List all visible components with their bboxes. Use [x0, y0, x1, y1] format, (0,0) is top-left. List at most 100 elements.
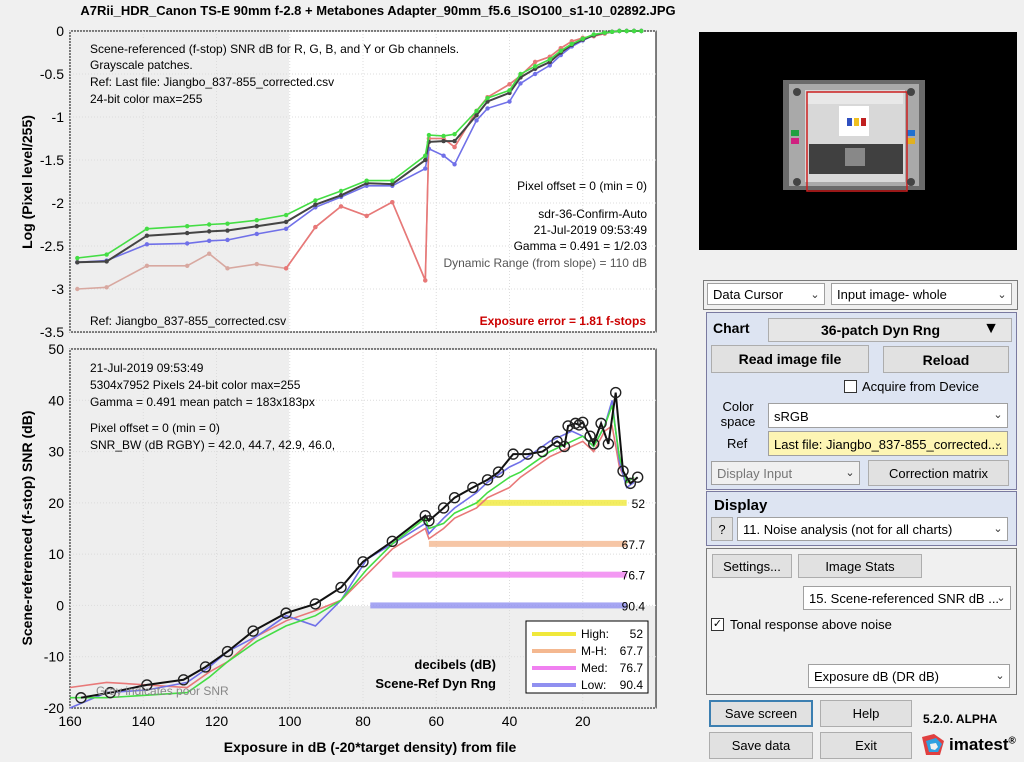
- plots-svg: 0-0.5-1-1.5-2-2.5-3-3.5 50403020100-10-2…: [19, 23, 657, 755]
- top-series-point: [518, 81, 523, 86]
- top-series-point: [609, 29, 615, 35]
- top-series-point: [283, 226, 289, 231]
- save-data-button[interactable]: Save data: [709, 732, 813, 759]
- top-series-point: [254, 231, 259, 237]
- ref-label: Ref: [727, 436, 748, 451]
- read-image-file-button[interactable]: Read image file: [711, 345, 869, 373]
- top-y-tick: -3: [52, 281, 65, 297]
- chevron-down-icon: ⌄: [845, 466, 855, 479]
- bottom-note-5: SNR_BW (dB RGBY) = 42.0, 44.7, 42.9, 46.…: [90, 438, 335, 452]
- bottom-x-tick: 60: [428, 713, 444, 729]
- chevron-down-icon: ⌄: [995, 669, 1005, 682]
- legend-value: 90.4: [620, 678, 644, 692]
- settings-button[interactable]: Settings...: [712, 554, 792, 578]
- legend-value: 52: [630, 627, 644, 641]
- top-right-note-3: 21-Jul-2019 09:53:49: [534, 223, 648, 237]
- save-screen-button[interactable]: Save screen: [709, 700, 813, 727]
- data-cursor-value: Data Cursor: [713, 287, 784, 302]
- checkmark-icon: ✓: [712, 618, 723, 630]
- bottom-series-marker: [577, 416, 589, 429]
- reload-button[interactable]: Reload: [883, 346, 1009, 373]
- legend-value: 76.7: [620, 661, 644, 675]
- top-series-point: [426, 132, 432, 138]
- ref-select[interactable]: Last file: Jiangbo_837-855_corrected....…: [768, 431, 1008, 456]
- legend-value: 67.7: [620, 644, 644, 658]
- bottom-series-marker: [602, 438, 615, 450]
- acquire-checkbox[interactable]: [844, 380, 857, 393]
- top-series-point: [283, 266, 289, 271]
- data-cursor-select[interactable]: Data Cursor ⌄: [707, 283, 825, 305]
- top-ref-note: Ref: Jiangbo_837-855_corrected.csv: [90, 314, 286, 328]
- input-image-select[interactable]: Input image- whole ⌄: [831, 283, 1012, 305]
- top-y-tick: -3.5: [40, 324, 64, 340]
- top-series-point: [507, 88, 512, 93]
- top-series-point: [206, 222, 212, 227]
- tonal-checkbox[interactable]: ✓: [711, 618, 724, 631]
- bottom-series-marker: [104, 686, 116, 699]
- top-series-point: [75, 255, 80, 261]
- bottom-series-marker: [467, 481, 479, 494]
- top-series-point: [547, 57, 552, 62]
- top-series-point: [452, 162, 457, 167]
- top-series-point: [591, 32, 596, 37]
- bottom-x-tick: 100: [278, 713, 302, 729]
- help-question-button[interactable]: ?: [711, 517, 733, 541]
- top-series-point: [507, 82, 512, 87]
- chevron-down-icon: ⌄: [997, 288, 1007, 301]
- top-right-note-2: sdr-36-Confirm-Auto: [538, 207, 647, 221]
- top-series-point: [364, 178, 369, 183]
- decibels-label: decibels (dB): [414, 657, 496, 672]
- display-input-select[interactable]: Display Input ⌄: [711, 461, 860, 485]
- top-series-point: [580, 36, 585, 41]
- top-series-point: [75, 260, 80, 265]
- top-series-point: [452, 144, 457, 150]
- poor-snr-label: Gray indicates poor SNR: [96, 684, 229, 698]
- correction-matrix-button[interactable]: Correction matrix: [868, 460, 1009, 486]
- bottom-y-tick: -10: [44, 649, 64, 665]
- exposure-db-value: Exposure dB (DR dB): [814, 669, 939, 684]
- top-y-tick: -2: [52, 195, 65, 211]
- chevron-down-icon: ⌄: [996, 591, 1006, 604]
- bottom-series-marker: [492, 466, 505, 478]
- top-series-point: [441, 138, 446, 144]
- top-series-point: [602, 30, 607, 35]
- bottom-series-marker: [437, 502, 450, 514]
- top-series-point: [206, 251, 212, 256]
- help-button[interactable]: Help: [820, 700, 912, 727]
- top-series-point: [474, 108, 479, 114]
- plots-area: A7Rii_HDR_Canon TS-E 90mm f-2.8 + Metabo…: [19, 3, 676, 755]
- bottom-y-tick: 50: [48, 341, 64, 357]
- exposure-db-select[interactable]: Exposure dB (DR dB) ⌄: [808, 664, 1010, 688]
- top-series-point: [338, 193, 344, 198]
- imatest-brand-name: imatest: [949, 735, 1009, 754]
- top-series-point: [313, 224, 318, 230]
- display-select[interactable]: 11. Noise analysis (not for all charts) …: [737, 517, 1008, 541]
- bottom-series-marker: [558, 440, 571, 453]
- bottom-note-4: Pixel offset = 0 (min = 0): [90, 421, 220, 435]
- top-series-point: [547, 63, 552, 68]
- color-space-select[interactable]: sRGB ⌄: [768, 403, 1008, 428]
- chart-select[interactable]: 36-patch Dyn Rng ▼: [768, 318, 1012, 342]
- scene-snr-select[interactable]: 15. Scene-referenced SNR dB ... ⌄: [803, 586, 1011, 610]
- top-series-point: [185, 230, 190, 236]
- top-series-point: [254, 218, 259, 223]
- bottom-series-marker: [617, 465, 629, 477]
- bottom-series-marker: [481, 474, 494, 486]
- registered-mark: ®: [1008, 735, 1016, 747]
- top-series-point: [104, 259, 109, 264]
- dyn-rng-label: Scene-Ref Dyn Rng: [375, 676, 496, 691]
- bottom-note-3: Gamma = 0.491 mean patch = 183x183px: [90, 395, 315, 409]
- image-thumbnail[interactable]: [699, 32, 1017, 250]
- bottom-series-marker: [610, 386, 622, 399]
- top-series-point: [423, 278, 428, 283]
- bottom-series-marker: [141, 679, 153, 691]
- top-series-point: [144, 242, 150, 247]
- acquire-label: Acquire from Device: [862, 379, 980, 394]
- bottom-series-line: [70, 405, 635, 699]
- bottom-y-tick: 0: [56, 597, 64, 613]
- image-stats-button[interactable]: Image Stats: [798, 554, 922, 578]
- top-y-tick: 0: [56, 23, 64, 39]
- top-series-point: [452, 138, 457, 144]
- top-series-point: [283, 212, 289, 218]
- exit-button[interactable]: Exit: [820, 732, 912, 759]
